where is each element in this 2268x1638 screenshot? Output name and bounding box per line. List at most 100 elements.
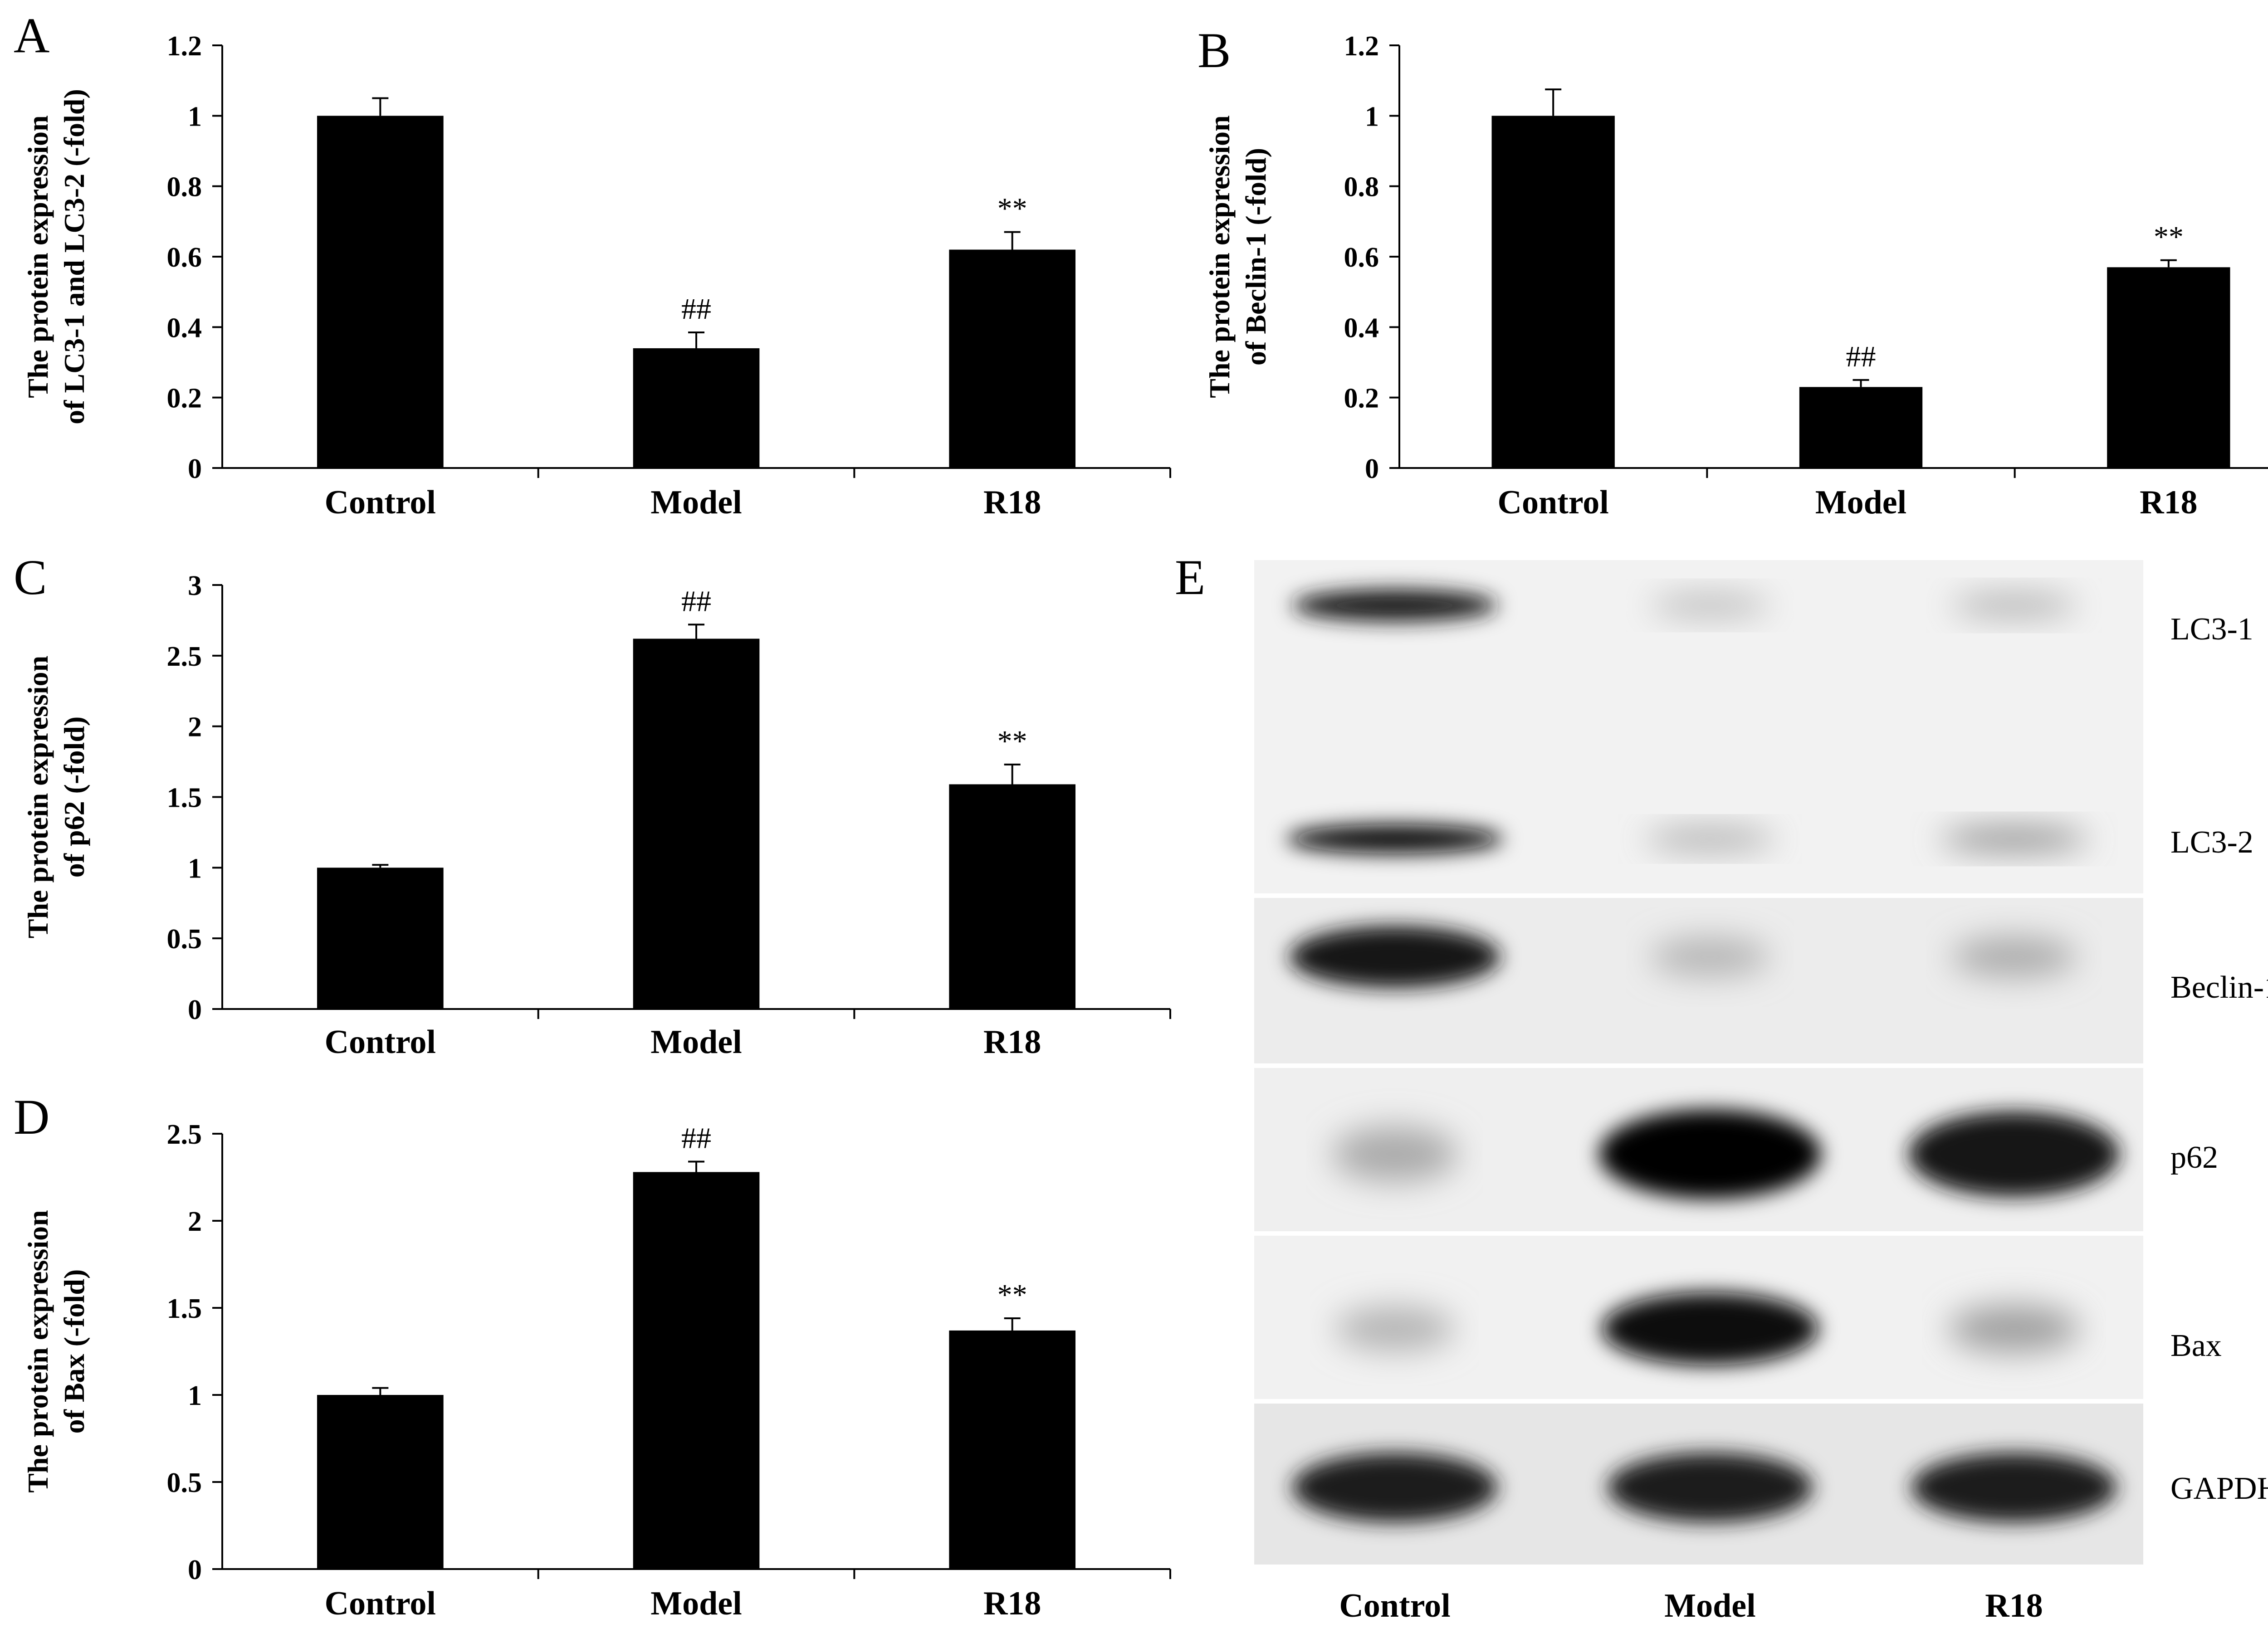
- band-beclin-1-r18: [1951, 937, 2077, 977]
- band-label-gapdh: GAPDH: [2170, 1471, 2268, 1506]
- y-tick-label: 0.5: [167, 924, 202, 955]
- lane-label-r18: R18: [1985, 1587, 2043, 1624]
- y-tick-label: 0.2: [1344, 383, 1379, 414]
- bar-control: [317, 868, 444, 1009]
- y-tick-label: 0.6: [167, 242, 202, 273]
- y-tick-label: 0.4: [1344, 312, 1379, 343]
- panel-letter-d: D: [14, 1089, 49, 1145]
- y-tick-label: 1: [1365, 101, 1379, 132]
- y-tick-label: 1: [188, 101, 202, 132]
- y-axis-label: of Beclin-1 (-fold): [1240, 148, 1272, 366]
- y-tick-label: 0: [1365, 453, 1379, 484]
- band-bax-r18: [1948, 1305, 2080, 1353]
- y-axis-label: The protein expression: [22, 656, 54, 938]
- bar-model: [633, 1172, 760, 1569]
- band-lc3-2-control: [1286, 824, 1503, 854]
- band-lc3-1-r18: [1951, 595, 2077, 616]
- chart-b: 0 0.2 0.4 0.6 0.8 1 1.2 Control ## Model ** R18 The …: [1203, 31, 2268, 521]
- x-category-label: Model: [1815, 484, 1906, 521]
- x-category-label: R18: [2140, 484, 2197, 521]
- band-label-lc3-1: LC3-1: [2170, 612, 2253, 647]
- x-category-label: R18: [983, 484, 1041, 521]
- y-tick-label: 1.5: [167, 1293, 202, 1324]
- y-tick-label: 1: [188, 853, 202, 884]
- y-axis-label: of p62 (-fold): [58, 717, 90, 878]
- band-bax-control: [1334, 1306, 1455, 1351]
- band-p62-control: [1332, 1126, 1458, 1182]
- y-tick-label: 0.6: [1344, 242, 1379, 273]
- significance-mark: **: [997, 192, 1027, 225]
- y-tick-label: 1: [188, 1380, 202, 1411]
- y-axis-label: The protein expression: [1203, 115, 1236, 398]
- significance-mark: ##: [681, 585, 711, 618]
- significance-mark: **: [997, 725, 1027, 758]
- band-p62-r18: [1908, 1111, 2120, 1197]
- lane-label-model: Model: [1664, 1587, 1755, 1624]
- band-beclin-1-model: [1650, 937, 1770, 976]
- y-axis-label: of Bax (-fold): [58, 1269, 90, 1434]
- x-category-label: Control: [325, 1585, 436, 1622]
- band-label-bax: Bax: [2170, 1328, 2222, 1363]
- bar-control: [317, 1395, 444, 1569]
- band-bax-model: [1602, 1292, 1818, 1365]
- x-category-label: R18: [983, 1024, 1041, 1061]
- bar-model: [633, 348, 760, 468]
- bar-r18: [949, 249, 1075, 468]
- chart-a: 0 0.2 0.4 0.6 0.8 1 1.2 Control ## Model ** R18 The …: [22, 31, 1171, 521]
- band-p62-model: [1599, 1109, 1821, 1199]
- bar-r18: [949, 1330, 1075, 1569]
- y-axis-label: The protein expression: [22, 115, 54, 398]
- band-label-lc3-2: LC3-2: [2170, 825, 2253, 860]
- bar-r18: [949, 784, 1075, 1009]
- significance-mark: ##: [681, 1121, 711, 1155]
- band-label-beclin-1: Beclin-1: [2170, 970, 2268, 1005]
- panel-letter-a: A: [14, 8, 49, 63]
- significance-mark: ##: [681, 292, 711, 326]
- band-gapdh-r18: [1911, 1453, 2117, 1522]
- y-tick-label: 2.5: [167, 641, 202, 672]
- band-gapdh-control: [1292, 1453, 1498, 1522]
- y-tick-label: 0: [188, 994, 202, 1025]
- x-category-label: Control: [325, 1024, 436, 1061]
- bar-control: [1491, 116, 1615, 468]
- panel-letter-e: E: [1175, 550, 1205, 605]
- x-category-label: Model: [650, 1585, 742, 1622]
- band-beclin-1-control: [1289, 926, 1501, 988]
- y-tick-label: 2.5: [167, 1119, 202, 1150]
- y-tick-label: 2: [188, 712, 202, 743]
- bar-model: [633, 639, 760, 1009]
- significance-mark: **: [2154, 220, 2184, 253]
- y-tick-label: 3: [188, 570, 202, 601]
- x-category-label: Control: [1498, 484, 1609, 521]
- chart-d: 0 0.5 1 1.5 2 2.5 Control ## Model ** R18 The prote…: [22, 1119, 1171, 1622]
- bar-model: [1799, 387, 1923, 468]
- band-lc3-2-model: [1644, 829, 1776, 848]
- y-tick-label: 1.5: [167, 783, 202, 814]
- bar-r18: [2107, 267, 2230, 468]
- chart-c: 0 0.5 1 1.5 2 2.5 3 Control ## Model ** R18 The prot…: [22, 570, 1171, 1061]
- y-tick-label: 1.2: [1344, 31, 1379, 62]
- x-category-label: R18: [983, 1585, 1041, 1622]
- y-tick-label: 0.8: [1344, 172, 1379, 203]
- x-category-label: Model: [650, 1024, 742, 1061]
- y-tick-label: 0.5: [167, 1467, 202, 1498]
- y-tick-label: 0: [188, 1555, 202, 1585]
- x-category-label: Control: [325, 484, 436, 521]
- y-tick-label: 2: [188, 1206, 202, 1237]
- y-tick-label: 0.4: [167, 312, 202, 343]
- band-lc3-1-control: [1292, 589, 1498, 622]
- x-category-label: Model: [650, 484, 742, 521]
- y-axis-label: of LC3-1 and LC3-2 (-fold): [58, 89, 90, 424]
- band-label-p62: p62: [2170, 1140, 2218, 1175]
- y-tick-label: 0: [188, 453, 202, 484]
- y-tick-label: 0.8: [167, 172, 202, 203]
- band-gapdh-model: [1607, 1453, 1813, 1522]
- y-axis-label: The protein expression: [22, 1210, 54, 1492]
- bar-control: [317, 116, 444, 468]
- y-tick-label: 1.2: [167, 31, 202, 62]
- lane-label-control: Control: [1339, 1587, 1450, 1624]
- band-lc3-2-r18: [1940, 828, 2088, 850]
- significance-mark: **: [997, 1278, 1027, 1311]
- western-blot: LC3-1 LC3-2 Beclin-1 p62 Bax GAPDH Control Mode…: [1254, 560, 2268, 1624]
